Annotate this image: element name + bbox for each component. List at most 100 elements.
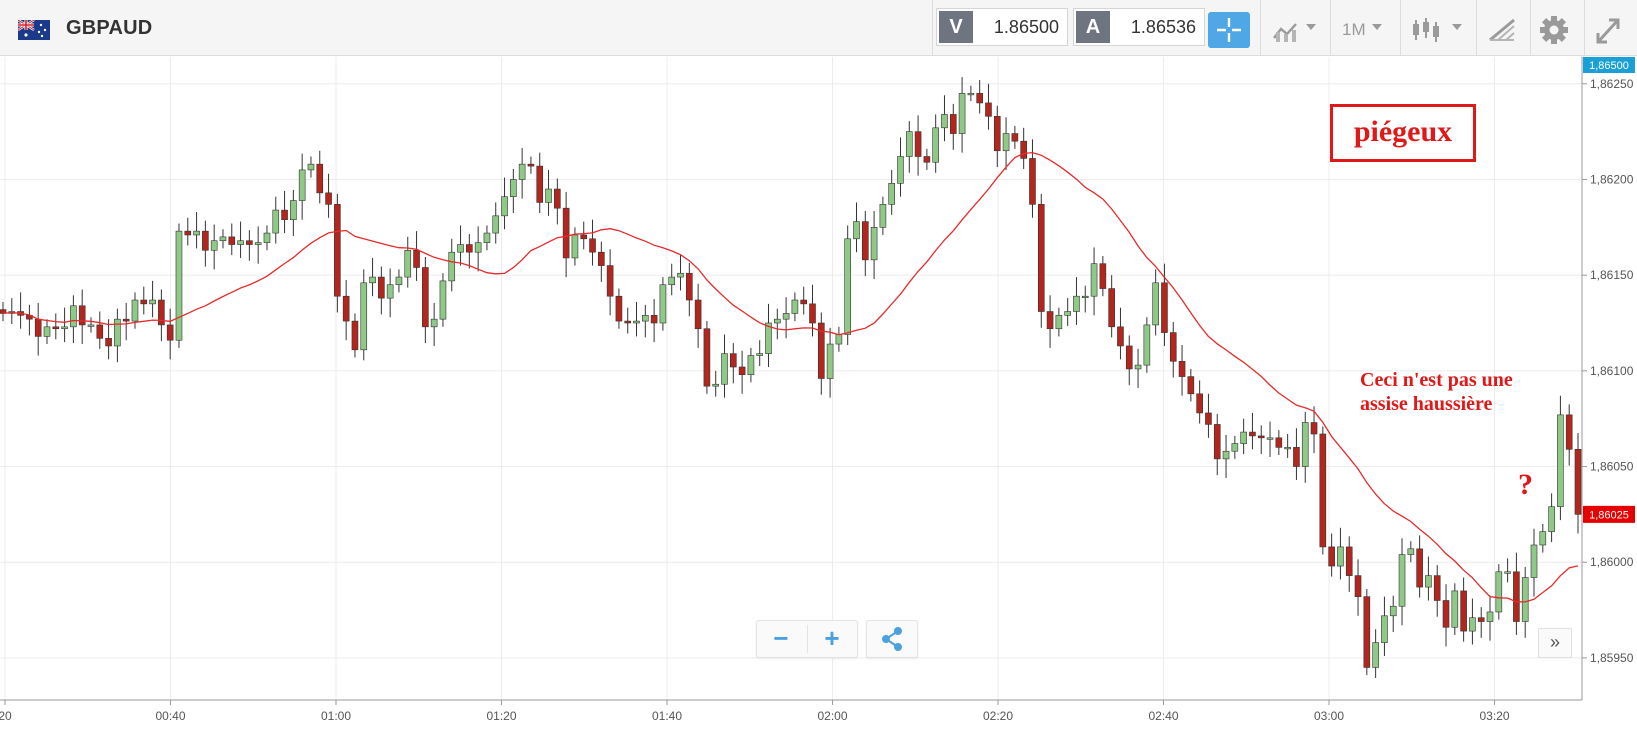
instrument-symbol[interactable]: GBPAUD — [66, 17, 153, 39]
candle-up — [1469, 617, 1476, 632]
candle-down — [1020, 140, 1027, 159]
drawing-tools-button[interactable] — [1484, 12, 1526, 48]
last-price-tag-label: 1,86025 — [1589, 509, 1629, 521]
candle-up — [1521, 577, 1529, 622]
toolbar: GBPAUD V 1.86500 A 1.86536 1M — [0, 0, 1637, 56]
candle-up — [571, 234, 579, 259]
x-tick-label: 20 — [0, 709, 12, 723]
candle-down — [985, 102, 992, 117]
candle-up — [888, 183, 895, 205]
chevron-down-icon — [1372, 24, 1382, 30]
candle-down — [351, 320, 359, 351]
candle-up — [1152, 282, 1159, 326]
scroll-right-button[interactable]: » — [1538, 628, 1572, 658]
candle-down — [1513, 571, 1520, 622]
candle-up — [897, 156, 904, 184]
buy-price: 1.86536 — [1130, 17, 1196, 37]
candles — [0, 77, 1582, 678]
candle-down — [1213, 424, 1221, 460]
candle-down — [589, 238, 596, 253]
candle-up — [1548, 506, 1555, 532]
candle-down — [96, 324, 104, 339]
chevron-down-icon — [1452, 24, 1462, 30]
price-chart[interactable]: 1,86250 1,86200 1,86150 1,86100 1,86050 1,860… — [0, 57, 1637, 734]
annotation-note: Ceci n'est pas une assise haussière — [1360, 369, 1513, 415]
candle-up — [844, 238, 851, 335]
candle-up — [510, 179, 517, 197]
buy-tag: A — [1076, 11, 1110, 43]
zoom-in-button[interactable]: + — [824, 623, 840, 653]
candle-down — [624, 320, 632, 324]
candle-up — [545, 188, 552, 203]
fullscreen-button[interactable] — [1592, 12, 1626, 48]
crosshair-icon — [1217, 18, 1241, 42]
candle-up — [932, 127, 939, 163]
candle-down — [1565, 414, 1573, 450]
candle-down — [166, 324, 174, 341]
indicators-button[interactable] — [1272, 12, 1322, 48]
candle-up — [1372, 642, 1379, 668]
candle-up — [1240, 431, 1247, 444]
candle-up — [967, 93, 975, 96]
timeframe-label: 1M — [1342, 20, 1366, 39]
candle-down — [1354, 575, 1362, 597]
x-tick-label: 03:20 — [1479, 709, 1509, 723]
candle-down — [598, 251, 605, 266]
candle-up — [1398, 554, 1406, 607]
candle-up — [210, 240, 218, 251]
share-icon — [882, 627, 902, 651]
candle-down — [0, 309, 7, 314]
candle-up — [457, 244, 464, 253]
candle-down — [1416, 548, 1423, 588]
bid-price-tag-label: 1,86500 — [1589, 60, 1629, 72]
candle-up — [175, 230, 183, 341]
candle-down — [1257, 435, 1265, 439]
candle-up — [1064, 311, 1071, 316]
candle-down — [527, 163, 535, 167]
moving-average-line — [2, 151, 1579, 603]
candle-up — [439, 280, 447, 320]
x-tick-label: 01:00 — [321, 709, 351, 723]
candle-down — [554, 188, 561, 209]
candle-down — [52, 326, 60, 330]
candle-up — [395, 276, 403, 286]
candle-up — [474, 242, 482, 253]
candle-up — [1231, 443, 1239, 452]
candle-down — [1442, 600, 1450, 628]
candle-up — [774, 318, 781, 324]
candle-down — [1319, 433, 1327, 548]
x-tick-label: 02:00 — [817, 709, 847, 723]
sell-price-button[interactable]: V 1.86500 — [936, 8, 1068, 46]
candle-down — [730, 353, 737, 368]
zoom-out-button[interactable]: − — [773, 623, 789, 653]
candle-down — [1011, 133, 1019, 142]
share-button[interactable] — [866, 620, 918, 658]
candle-up — [1425, 575, 1432, 588]
candle-down — [316, 163, 324, 194]
candle-up — [941, 114, 948, 129]
candle-up — [791, 299, 799, 314]
candle-up — [1407, 548, 1415, 555]
candle-up — [1081, 295, 1089, 299]
candle-up — [782, 313, 790, 320]
candle-up — [1073, 295, 1080, 312]
timeframe-dropdown[interactable]: 1M — [1342, 12, 1392, 48]
candlestick-icon — [1413, 18, 1439, 42]
candle-down — [809, 303, 816, 324]
candle-down — [993, 116, 1001, 152]
candle-down — [34, 318, 42, 337]
candle-up — [835, 334, 843, 345]
candle-up — [633, 320, 640, 324]
settings-button[interactable] — [1538, 12, 1572, 48]
candle-down — [1477, 617, 1485, 622]
separator — [1260, 0, 1261, 56]
annotation-box: piégeux — [1330, 104, 1476, 162]
candle-up — [369, 276, 376, 284]
candle-down — [686, 272, 693, 301]
candle-down — [422, 267, 429, 328]
chart-type-button[interactable] — [1410, 12, 1466, 48]
crosshair-button[interactable] — [1208, 12, 1250, 48]
buy-price-button[interactable]: A 1.86536 — [1073, 8, 1205, 46]
candle-down — [606, 265, 614, 297]
candle-down — [334, 204, 341, 297]
